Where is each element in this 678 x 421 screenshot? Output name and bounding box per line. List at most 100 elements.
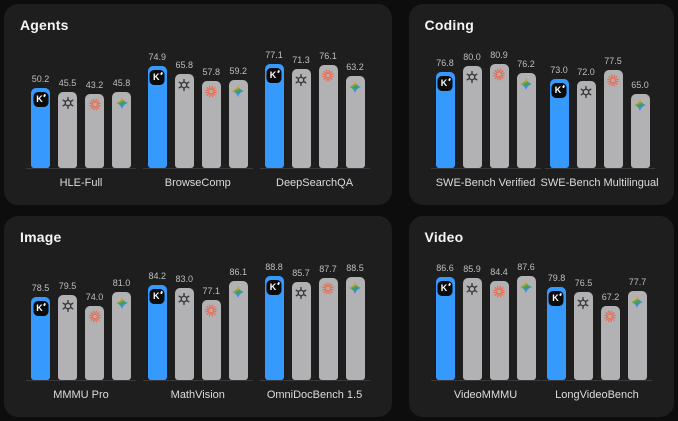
bar [627,291,647,380]
bar [345,277,365,380]
bar-value: 76.2 [517,59,535,69]
bar-column: 77.1 K [264,50,284,168]
bar-group: 76.8 K 80.0 80.9 76.2 SWE-Bench Verified [430,45,541,189]
bar-value: 74.0 [85,292,104,302]
bar-value: 67.2 [601,292,620,302]
bar-value: 86.1 [229,267,248,277]
bar-column: 88.5 [345,263,365,380]
bar [345,76,365,168]
bar-column: 79.8 K [546,273,566,380]
openai-icon [61,96,75,110]
bar-column: 43.2 [85,80,104,168]
bar-column: 74.0 [85,292,104,380]
bar [112,92,131,168]
chart-image: 78.5 K 79.5 74.0 81.0 MMMU Pro 84.2 K 83.0 77.1 86… [26,257,370,401]
bar-column: 81.0 [112,278,131,380]
gemini-sparkle-icon [519,77,533,91]
bar-group: 50.2 K 45.5 43.2 45.8 HLE-Full [26,45,136,189]
bar [462,278,482,380]
kimi-k-icon: K [437,75,453,91]
bar-baseline-row: 84.2 K 83.0 77.1 86.1 [142,257,253,381]
category-label: HLE-Full [59,177,103,189]
bar-group: 88.8 K 85.7 87.7 88.5 OmniDocBench 1.5 [259,257,370,401]
kimi-k-icon: K [33,91,48,107]
openai-icon [294,73,308,87]
panel-agents: Agents 50.2 K 45.5 43.2 45.8 HLE-Full 74.9 K 65.… [4,4,392,205]
chart-agents: 50.2 K 45.5 43.2 45.8 HLE-Full 74.9 K 65.8 57.8 59… [26,45,370,189]
bar [462,66,482,168]
bar-baseline-row: 76.8 K 80.0 80.9 76.2 [430,45,541,169]
bar [201,300,221,380]
bar-column: 59.2 [228,66,248,168]
kimi-k-icon: K [551,82,567,98]
bar-column: 78.5 K [31,283,50,380]
bar-column: 65.0 [630,80,650,168]
bar-value: 80.0 [463,52,481,62]
claude-starburst-icon [604,310,617,323]
openai-icon [61,299,75,313]
bar [489,281,509,380]
bar-column: 71.3 [291,55,311,168]
bar-column: 77.1 [201,286,221,380]
gemini-sparkle-icon [348,281,362,295]
openai-icon [465,70,479,84]
bar-column: 86.1 [228,267,248,380]
kimi-k-icon: K [548,290,564,306]
bar-baseline-row: 79.8 K 76.5 67.2 77.7 [541,257,652,381]
bar-value: 87.6 [517,262,535,272]
bar [516,73,536,168]
bar-column: 65.8 [174,60,194,168]
bar-baseline-row: 86.6 K 85.9 84.4 87.6 [430,257,541,381]
bar-value: 57.8 [202,67,221,77]
bar-column: 72.0 [576,67,596,168]
bar-group: 78.5 K 79.5 74.0 81.0 MMMU Pro [26,257,136,401]
bar-value: 76.5 [574,278,593,288]
kimi-k-icon: K [149,288,165,304]
category-label: VideoMMMU [453,389,518,401]
bar-group: 74.9 K 65.8 57.8 59.2 BrowseComp [142,45,253,189]
bar-column: 86.6 K [435,263,455,380]
kimi-k-icon: K [266,279,282,295]
bar-value: 76.1 [319,51,337,61]
bar [85,94,104,168]
panel-title: Coding [424,17,474,33]
kimi-k-icon: K [266,67,282,83]
bar-value: 74.9 [148,52,167,62]
bar-column: 76.8 K [435,58,455,168]
bar-column: 83.0 [174,274,194,380]
bar [600,306,620,380]
bar-column: 87.7 [318,264,338,380]
panel-title: Image [20,229,62,245]
bar-value: 88.8 [265,262,283,272]
bar-value: 59.2 [229,66,248,76]
gemini-sparkle-icon [115,296,129,310]
gemini-sparkle-icon [348,80,362,94]
bar [318,65,338,168]
openai-icon [579,85,593,99]
claude-starburst-icon [607,74,620,87]
bar-highlighted: K [435,72,455,168]
bar-column: 57.8 [201,67,221,168]
bar [174,74,194,168]
bar-column: 76.5 [573,278,593,380]
bar-highlighted: K [147,285,167,380]
bar-value: 88.5 [346,263,364,273]
claude-starburst-icon [205,85,218,98]
panel-coding: Coding 76.8 K 80.0 80.9 76.2 SWE-Bench Verifi… [408,4,674,205]
bar [228,281,248,380]
bar-column: 76.1 [318,51,338,168]
panel-title: Agents [20,17,69,33]
bar-value: 65.0 [631,80,649,90]
panel-title: Video [424,229,464,245]
chart-coding: 76.8 K 80.0 80.9 76.2 SWE-Bench Verified 73.0 K… [430,45,659,189]
bar-column: 87.6 [516,262,536,380]
bar-group: 84.2 K 83.0 77.1 86.1 MathVision [142,257,253,401]
panel-video: Video 86.6 K 85.9 84.4 87.6 VideoMMMU 79.8 K 76.… [408,216,674,417]
bar-highlighted: K [147,66,167,168]
bar-value: 85.9 [463,264,481,274]
bar-value: 79.8 [547,273,566,283]
bar-value: 78.5 [31,283,50,293]
bar-value: 43.2 [85,80,104,90]
bar [291,69,311,168]
